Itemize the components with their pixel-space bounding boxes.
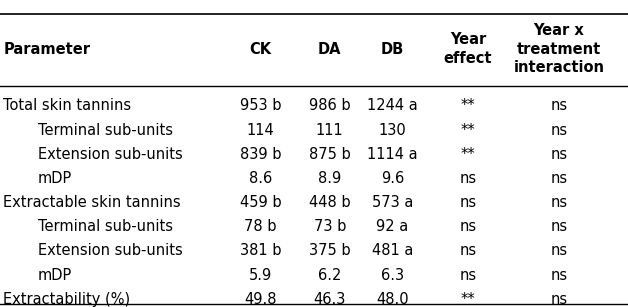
Text: 46.3: 46.3 [313, 292, 346, 307]
Text: 573 a: 573 a [372, 195, 413, 210]
Text: ns: ns [550, 171, 568, 186]
Text: Total skin tannins: Total skin tannins [3, 99, 131, 113]
Text: mDP: mDP [38, 171, 72, 186]
Text: 1114 a: 1114 a [367, 147, 418, 162]
Text: ns: ns [550, 219, 568, 234]
Text: **: ** [460, 292, 475, 307]
Text: 986 b: 986 b [309, 99, 350, 113]
Text: mDP: mDP [38, 268, 72, 283]
Text: 8.6: 8.6 [249, 171, 273, 186]
Text: 6.2: 6.2 [318, 268, 342, 283]
Text: ns: ns [550, 122, 568, 138]
Text: ns: ns [459, 195, 477, 210]
Text: 375 b: 375 b [309, 243, 350, 258]
Text: 73 b: 73 b [313, 219, 346, 234]
Text: Year x
treatment
interaction: Year x treatment interaction [514, 23, 604, 75]
Text: 481 a: 481 a [372, 243, 413, 258]
Text: 78 b: 78 b [244, 219, 277, 234]
Text: ns: ns [550, 147, 568, 162]
Text: 459 b: 459 b [240, 195, 281, 210]
Text: 839 b: 839 b [240, 147, 281, 162]
Text: 130: 130 [379, 122, 406, 138]
Text: 875 b: 875 b [309, 147, 350, 162]
Text: Terminal sub-units: Terminal sub-units [38, 122, 173, 138]
Text: Terminal sub-units: Terminal sub-units [38, 219, 173, 234]
Text: Extension sub-units: Extension sub-units [38, 147, 182, 162]
Text: ns: ns [459, 171, 477, 186]
Text: 5.9: 5.9 [249, 268, 273, 283]
Text: 111: 111 [316, 122, 344, 138]
Text: 92 a: 92 a [376, 219, 409, 234]
Text: ns: ns [550, 195, 568, 210]
Text: 8.9: 8.9 [318, 171, 342, 186]
Text: Extension sub-units: Extension sub-units [38, 243, 182, 258]
Text: DB: DB [381, 42, 404, 56]
Text: ns: ns [459, 243, 477, 258]
Text: ns: ns [459, 268, 477, 283]
Text: Extractability (%): Extractability (%) [3, 292, 130, 307]
Text: 6.3: 6.3 [381, 268, 404, 283]
Text: **: ** [460, 122, 475, 138]
Text: DA: DA [318, 42, 342, 56]
Text: ns: ns [459, 219, 477, 234]
Text: CK: CK [249, 42, 272, 56]
Text: 381 b: 381 b [240, 243, 281, 258]
Text: 48.0: 48.0 [376, 292, 409, 307]
Text: ns: ns [550, 292, 568, 307]
Text: ns: ns [550, 243, 568, 258]
Text: 9.6: 9.6 [381, 171, 404, 186]
Text: 448 b: 448 b [309, 195, 350, 210]
Text: 49.8: 49.8 [244, 292, 277, 307]
Text: 114: 114 [247, 122, 274, 138]
Text: 1244 a: 1244 a [367, 99, 418, 113]
Text: **: ** [460, 99, 475, 113]
Text: Year
effect: Year effect [443, 32, 492, 66]
Text: ns: ns [550, 268, 568, 283]
Text: ns: ns [550, 99, 568, 113]
Text: 953 b: 953 b [240, 99, 281, 113]
Text: **: ** [460, 147, 475, 162]
Text: Parameter: Parameter [3, 42, 90, 56]
Text: Extractable skin tannins: Extractable skin tannins [3, 195, 181, 210]
